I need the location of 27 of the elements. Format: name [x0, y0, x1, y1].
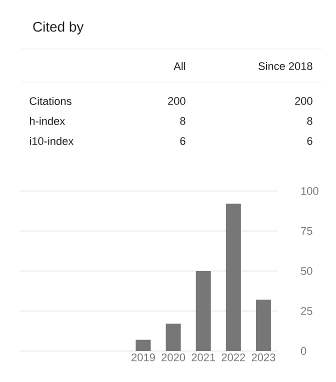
x-tick-label: 2020 — [162, 354, 186, 362]
x-tick-label: 2022 — [222, 354, 246, 362]
bar — [256, 300, 271, 351]
x-tick-label: 2023 — [252, 354, 276, 362]
x-tick-label: 2019 — [132, 354, 155, 362]
bar — [226, 204, 241, 351]
text: 8 — [307, 117, 312, 125]
text: 200 — [295, 97, 312, 105]
y-tick-label: 50 — [300, 267, 312, 275]
x-tick-label: 2021 — [192, 354, 216, 362]
bar — [136, 340, 151, 351]
category-label: Citations — [30, 96, 72, 106]
bar — [196, 271, 211, 351]
text: Cited by — [33, 21, 84, 34]
category-label: All — [174, 62, 186, 70]
category-label: h-index — [30, 116, 66, 126]
category-label: i10-index — [30, 136, 74, 146]
category-label: Since 2018 — [258, 62, 312, 70]
y-tick-label: 25 — [301, 307, 312, 315]
y-tick-label: 100 — [301, 187, 318, 195]
text: 200 — [168, 97, 186, 105]
text: 6 — [307, 137, 312, 145]
text: 8 — [180, 117, 186, 125]
bar — [166, 324, 181, 351]
y-tick-label: 75 — [301, 227, 312, 235]
text: 6 — [180, 137, 186, 145]
y-tick-label: 0 — [300, 347, 306, 355]
